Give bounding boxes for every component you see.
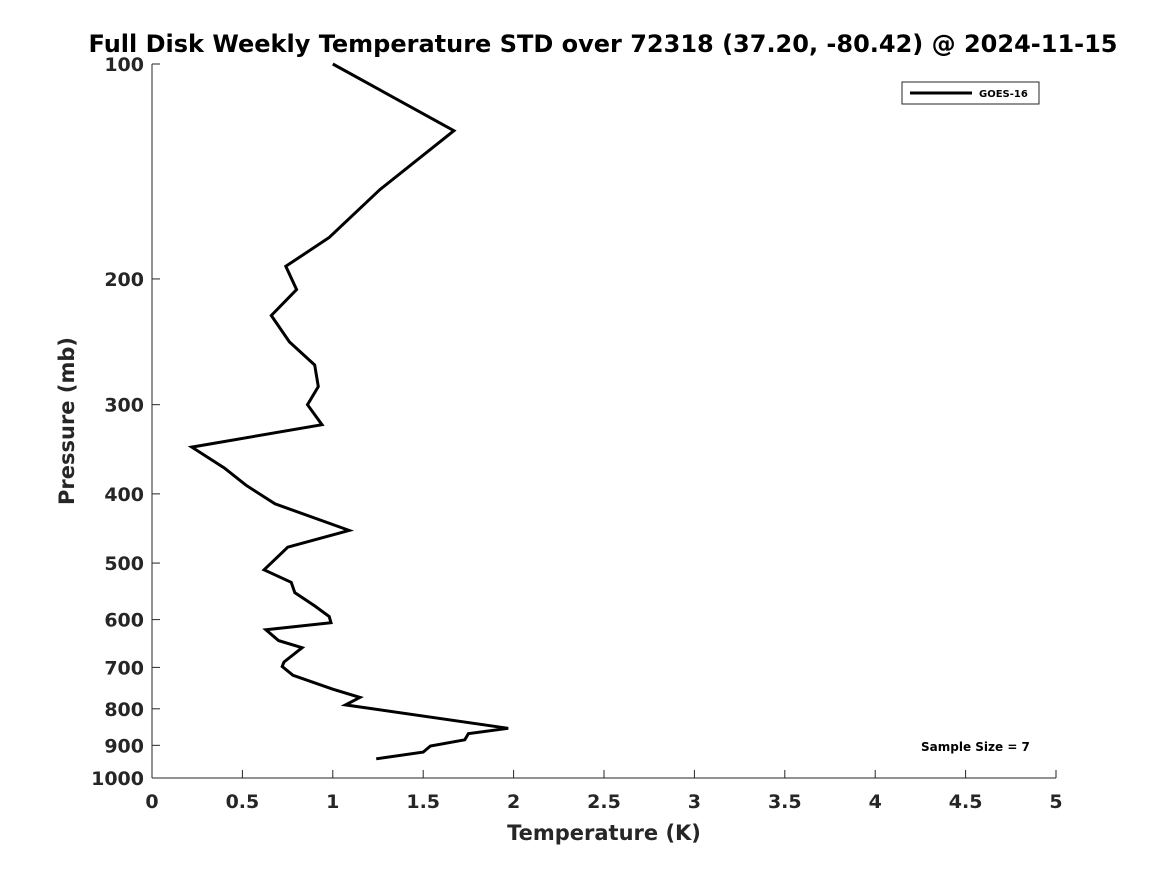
chart-title: Full Disk Weekly Temperature STD over 72… xyxy=(89,30,1118,58)
legend: GOES-16 xyxy=(901,81,1040,105)
y-tick-label: 400 xyxy=(104,484,144,506)
x-tick-label: 0.5 xyxy=(226,791,260,813)
y-tick-label: 800 xyxy=(104,699,144,721)
x-tick-label: 4.5 xyxy=(949,791,983,813)
series-line-goes-16 xyxy=(187,62,509,761)
y-axis-label: Pressure (mb) xyxy=(55,337,79,505)
x-tick-label: 3.5 xyxy=(768,791,802,813)
y-tick-label: 600 xyxy=(104,610,144,632)
y-tick-label: 200 xyxy=(104,269,144,291)
x-tick-label: 2.5 xyxy=(587,791,621,813)
x-tick-label: 3 xyxy=(688,791,701,813)
y-tick-label: 900 xyxy=(104,735,144,757)
y-tick-label: 300 xyxy=(104,395,144,417)
y-tick-label: 700 xyxy=(104,657,144,679)
y-tick-label: 100 xyxy=(104,54,144,76)
x-tick-label: 2 xyxy=(507,791,520,813)
x-tick-label: 1 xyxy=(326,791,339,813)
legend-entry-goes-16: GOES-16 xyxy=(979,89,1028,100)
y-tick-label: 1000 xyxy=(91,768,144,790)
y-tick-label: 500 xyxy=(104,553,144,575)
sample-size-annotation: Sample Size = 7 xyxy=(921,740,1030,754)
x-tick-label: 5 xyxy=(1049,791,1062,813)
x-tick-label: 1.5 xyxy=(406,791,440,813)
axis-ticks: 0 0.5 1 1.5 2 2.5 3 3.5 4 4.5 5 100 200 300 400 500 600 7… xyxy=(91,54,1063,813)
x-tick-label: 4 xyxy=(869,791,882,813)
series-layer xyxy=(187,62,509,761)
x-axis-label: Temperature (K) xyxy=(507,821,701,845)
x-tick-label: 0 xyxy=(145,791,158,813)
